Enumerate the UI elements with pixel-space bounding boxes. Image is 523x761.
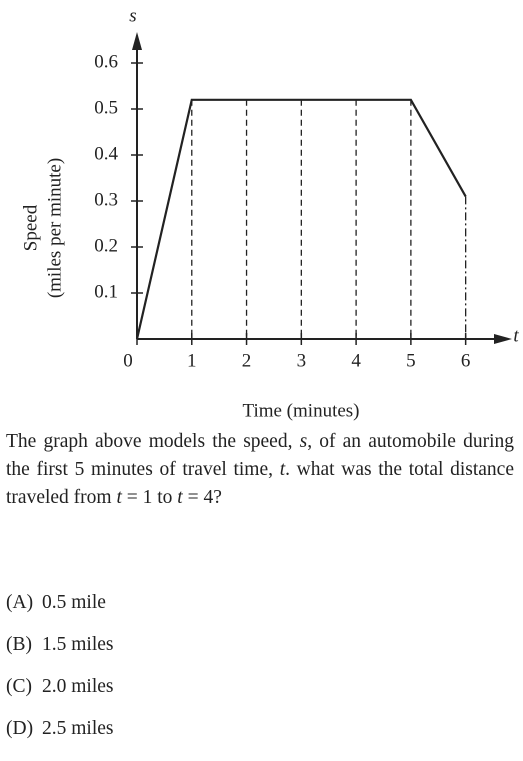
chart: s t Speed (miles per minute) Time (minut…	[20, 5, 519, 421]
choice-letter: (D)	[6, 718, 34, 739]
y-axis-letter: s	[129, 5, 136, 26]
x-tick-label: 0	[123, 350, 133, 371]
y-tick-label: 0.5	[94, 97, 118, 118]
x-tick-label: 2	[242, 350, 252, 371]
choice-letter: (A)	[6, 592, 34, 613]
choice-text: 2.0 miles	[42, 676, 114, 697]
speed-line	[135, 98, 467, 340]
x-axis-letter: t	[513, 325, 519, 346]
x-tick-label: 4	[351, 350, 361, 371]
y-axis-arrow	[132, 32, 142, 50]
x-axis-arrow	[494, 334, 512, 344]
text: t	[116, 487, 122, 508]
choice-letter: (C)	[6, 676, 32, 697]
choice: (D) 2.5 miles	[6, 718, 114, 740]
y-label: (miles per minute)	[44, 158, 65, 298]
text: s	[299, 431, 308, 452]
x-tick-label: 6	[461, 350, 471, 371]
choice: (C) 2.0 miles	[6, 676, 114, 698]
x-tick-label: 5	[406, 350, 416, 371]
text: . what was the total distance traveled f…	[6, 459, 514, 508]
text: The graph above models the speed,	[6, 431, 300, 452]
choice-letter: (B)	[6, 634, 32, 655]
y-tick-label: 0.2	[94, 235, 118, 256]
y-tick-label: 0.3	[94, 189, 118, 210]
text: = 1 to	[121, 487, 178, 508]
y-tick-label: 0.1	[94, 281, 118, 302]
choice: (B) 1.5 miles	[6, 634, 114, 656]
text: = 4?	[182, 487, 222, 508]
y-tick-label: 0.4	[94, 143, 118, 164]
choice-text: 1.5 miles	[42, 634, 114, 655]
question: The graph above models the speed, s, of …	[6, 428, 514, 512]
text: t	[279, 459, 286, 480]
y-tick-label: 0.6	[94, 51, 118, 72]
x-label: Time (minutes)	[243, 400, 360, 421]
y-label: Speed	[20, 204, 41, 251]
choice-text: 2.5 miles	[42, 718, 114, 739]
x-tick-label: 3	[297, 350, 307, 371]
x-tick-label: 1	[187, 350, 197, 371]
choice: (A) 0.5 mile	[6, 592, 106, 614]
text: t	[177, 487, 183, 508]
text: , of an automobile during the first 5 mi…	[6, 431, 514, 480]
choice-text: 0.5 mile	[42, 592, 106, 613]
